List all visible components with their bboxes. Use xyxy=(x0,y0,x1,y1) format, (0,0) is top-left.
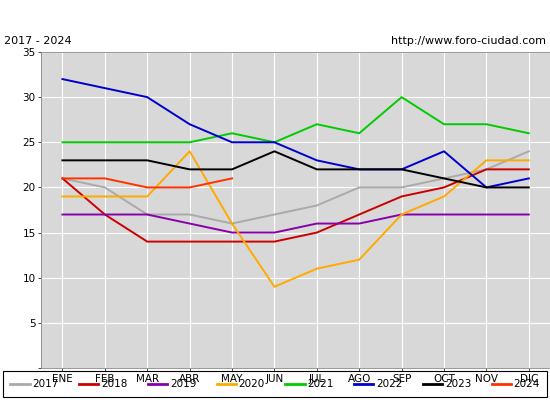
Text: 2017: 2017 xyxy=(32,379,59,389)
Text: 2017 - 2024: 2017 - 2024 xyxy=(4,36,72,46)
Text: 2024: 2024 xyxy=(514,379,540,389)
Text: 2021: 2021 xyxy=(307,379,334,389)
Text: http://www.foro-ciudad.com: http://www.foro-ciudad.com xyxy=(390,36,546,46)
Text: 2023: 2023 xyxy=(445,379,471,389)
Text: 2020: 2020 xyxy=(239,379,265,389)
Text: Evolucion del paro registrado en Gargantilla del Lozoya y Pinilla de Buitrago: Evolucion del paro registrado en Gargant… xyxy=(58,10,492,20)
Text: 2019: 2019 xyxy=(170,379,196,389)
Text: 2018: 2018 xyxy=(101,379,128,389)
Text: 2022: 2022 xyxy=(376,379,403,389)
Bar xyxy=(3,370,547,398)
